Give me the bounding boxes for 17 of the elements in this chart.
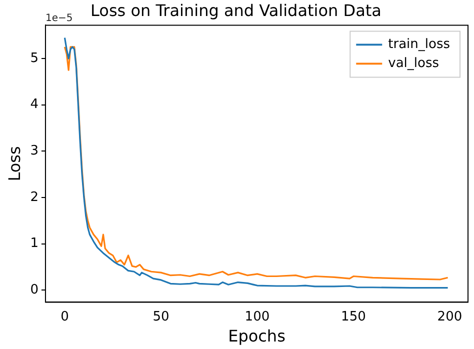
y-tick-label: 0 <box>30 282 38 298</box>
x-axis-title: Epochs <box>228 326 286 346</box>
y-axis-title: Loss <box>4 146 24 182</box>
legend-label: train_loss <box>388 37 450 52</box>
x-tick-label: 100 <box>244 309 270 324</box>
y-tick-label: 4 <box>30 97 38 112</box>
y-tick-label: 1 <box>30 236 38 252</box>
x-tick-label: 50 <box>152 309 170 324</box>
y-tick-label: 2 <box>30 190 38 205</box>
x-tick-label: 150 <box>341 309 366 324</box>
chart-title: Loss on Training and Validation Data <box>90 0 382 20</box>
text: 1e−5 <box>45 12 73 24</box>
y-tick-label: 3 <box>30 144 38 159</box>
x-tick-label: 0 <box>60 309 69 324</box>
legend-label: val_loss <box>388 56 440 72</box>
x-tick-label: 200 <box>437 309 462 324</box>
y-tick-label: 5 <box>30 50 38 66</box>
